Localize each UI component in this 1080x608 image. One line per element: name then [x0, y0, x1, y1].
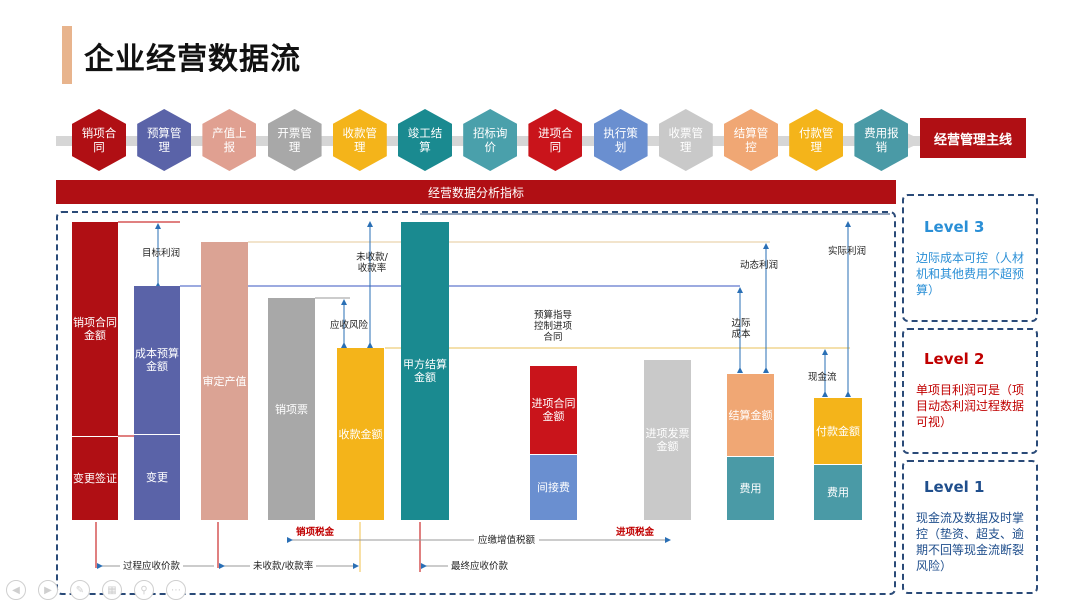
- process-step-label: 招标询价: [472, 126, 508, 154]
- slides-grid-icon[interactable]: ▦: [102, 580, 122, 600]
- main-line-label: 经营管理主线: [920, 118, 1026, 158]
- bar-settlement-expense: 费用: [727, 457, 774, 520]
- title-accent-bar: [62, 26, 72, 84]
- pen-icon[interactable]: ✎: [70, 580, 90, 600]
- process-step-3[interactable]: 开票管理: [267, 109, 322, 171]
- label-uncollected-rate-bottom: 未收款/收款率: [250, 561, 317, 572]
- process-step-1[interactable]: 预算管理: [137, 109, 192, 171]
- process-step-2[interactable]: 产值上报: [202, 109, 257, 171]
- process-step-9[interactable]: 收票管理: [658, 109, 713, 171]
- label-vat-payable: 应缴增值税额: [474, 535, 540, 546]
- label-uncollected-rate: 未收款/收款率: [356, 252, 388, 274]
- bar-input-contract: 进项合同金额: [530, 366, 577, 454]
- level-2-title: Level 2: [924, 350, 985, 368]
- process-step-7[interactable]: 进项合同: [528, 109, 583, 171]
- process-step-10[interactable]: 结算管控: [724, 109, 778, 171]
- process-step-label: 结算管控: [733, 126, 769, 154]
- next-slide-icon[interactable]: ▶: [38, 580, 58, 600]
- label-process-receivable: 过程应收价款: [120, 561, 184, 572]
- process-step-6[interactable]: 招标询价: [463, 109, 518, 171]
- label-receivable-risk: 应收风险: [330, 320, 369, 331]
- level-3-text: 边际成本可控（人材机和其他费用不超预算）: [916, 251, 1025, 297]
- label-target-profit: 目标利润: [142, 248, 181, 259]
- level-2-text: 单项目利润可是（项目动态利润过程数据可视）: [916, 383, 1025, 429]
- label-marginal-cost: 边际成本: [731, 318, 751, 340]
- analysis-banner: 经营数据分析指标: [56, 180, 896, 204]
- bar-cost-change: 变更: [134, 435, 180, 520]
- prev-slide-icon[interactable]: ◀: [6, 580, 26, 600]
- bar-payment: 付款金额: [814, 398, 862, 464]
- level-1-card: Level 1 现金流及数据及时掌控（垫资、超支、逾期不回等现金流断裂风险）: [902, 460, 1038, 594]
- process-step-label: 收票管理: [668, 126, 704, 154]
- process-step-label: 产值上报: [212, 126, 247, 154]
- process-step-label: 销项合同: [81, 126, 117, 154]
- process-step-12[interactable]: 费用报销: [854, 109, 909, 171]
- level-3-title: Level 3: [924, 218, 985, 236]
- process-step-label: 开票管理: [277, 126, 312, 154]
- process-step-5[interactable]: 竣工结算: [398, 109, 452, 171]
- bar-settlement: 结算金额: [727, 374, 774, 456]
- label-output-tax: 销项税金: [296, 527, 335, 538]
- label-actual-profit: 实际利润: [828, 246, 867, 257]
- bar-output-change: 变更签证: [72, 437, 118, 520]
- label-cash-flow: 现金流: [808, 372, 837, 383]
- process-step-0[interactable]: 销项合同: [72, 109, 126, 171]
- level-1-text: 现金流及数据及时掌控（垫资、超支、逾期不回等现金流断裂风险）: [916, 511, 1025, 573]
- bar-input-invoice: 进项发票金额: [644, 360, 691, 520]
- label-input-tax: 进项税金: [616, 527, 655, 538]
- zoom-icon[interactable]: ⚲: [134, 580, 154, 600]
- process-step-label: 进项合同: [538, 126, 573, 154]
- level-3-card: Level 3 边际成本可控（人材机和其他费用不超预算）: [902, 194, 1038, 322]
- level-1-title: Level 1: [924, 478, 985, 496]
- bar-payment-expense: 费用: [814, 465, 862, 520]
- process-step-label: 收款管理: [342, 126, 378, 154]
- process-step-label: 竣工结算: [407, 126, 443, 154]
- process-step-11[interactable]: 付款管理: [789, 109, 844, 171]
- process-step-label: 付款管理: [798, 126, 834, 154]
- process-step-label: 执行策划: [603, 126, 638, 154]
- bar-approved-output: 审定产值: [201, 242, 248, 520]
- bar-output-contract: 销项合同金额: [72, 222, 118, 436]
- label-dynamic-profit: 动态利润: [740, 260, 779, 271]
- bar-client-settlement: 甲方结算金额: [401, 222, 449, 520]
- process-step-label: 预算管理: [146, 126, 182, 154]
- bar-collection: 收款金额: [337, 348, 384, 520]
- bar-indirect-cost: 间接费: [530, 455, 577, 520]
- bar-cost-budget: 成本预算金额: [134, 286, 180, 434]
- page-title: 企业经营数据流: [84, 42, 301, 77]
- level-2-card: Level 2 单项目利润可是（项目动态利润过程数据可视）: [902, 328, 1038, 454]
- more-options-icon[interactable]: ⋯: [166, 580, 186, 600]
- process-step-8[interactable]: 执行策划: [593, 109, 648, 171]
- process-step-4[interactable]: 收款管理: [332, 109, 387, 171]
- label-budget-guide: 预算指导控制进项合同: [533, 310, 572, 343]
- label-final-receivable: 最终应收价款: [448, 561, 512, 572]
- data-flow-panel: [56, 211, 896, 595]
- process-step-label: 费用报销: [864, 126, 899, 154]
- bar-output-invoice: 销项票: [268, 298, 315, 520]
